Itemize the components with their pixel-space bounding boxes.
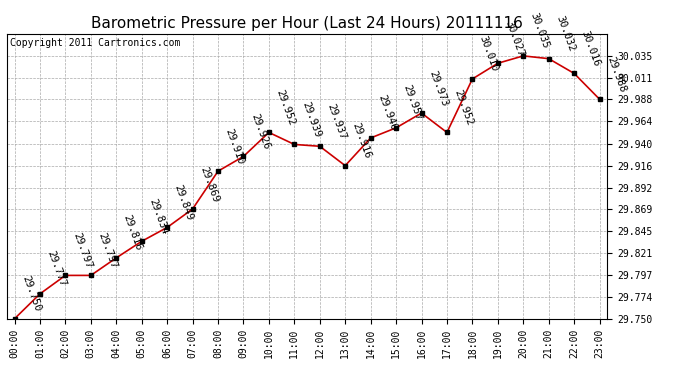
- Text: 30.016: 30.016: [580, 29, 602, 68]
- Text: 29.952: 29.952: [453, 88, 475, 127]
- Text: 29.946: 29.946: [376, 94, 398, 132]
- Text: 29.834: 29.834: [147, 197, 170, 236]
- Text: 29.926: 29.926: [249, 112, 271, 151]
- Text: 29.937: 29.937: [325, 102, 348, 141]
- Text: 29.869: 29.869: [198, 165, 220, 203]
- Text: 29.797: 29.797: [71, 231, 93, 270]
- Text: 29.777: 29.777: [46, 250, 68, 288]
- Text: 30.010: 30.010: [478, 35, 500, 74]
- Text: 29.910: 29.910: [224, 127, 246, 166]
- Text: 29.973: 29.973: [427, 69, 449, 108]
- Text: 29.816: 29.816: [122, 214, 144, 252]
- Text: Copyright 2011 Cartronics.com: Copyright 2011 Cartronics.com: [10, 38, 180, 48]
- Text: 30.032: 30.032: [554, 15, 576, 53]
- Text: 29.750: 29.750: [20, 274, 42, 313]
- Text: 29.988: 29.988: [605, 55, 627, 94]
- Text: 29.939: 29.939: [300, 100, 322, 139]
- Text: 29.797: 29.797: [97, 231, 119, 270]
- Text: 29.952: 29.952: [275, 88, 297, 127]
- Text: 29.916: 29.916: [351, 122, 373, 160]
- Text: 30.027: 30.027: [504, 19, 526, 58]
- Text: 29.957: 29.957: [402, 84, 424, 122]
- Title: Barometric Pressure per Hour (Last 24 Hours) 20111116: Barometric Pressure per Hour (Last 24 Ho…: [91, 16, 523, 31]
- Text: 30.035: 30.035: [529, 12, 551, 50]
- Text: 29.849: 29.849: [172, 183, 195, 222]
